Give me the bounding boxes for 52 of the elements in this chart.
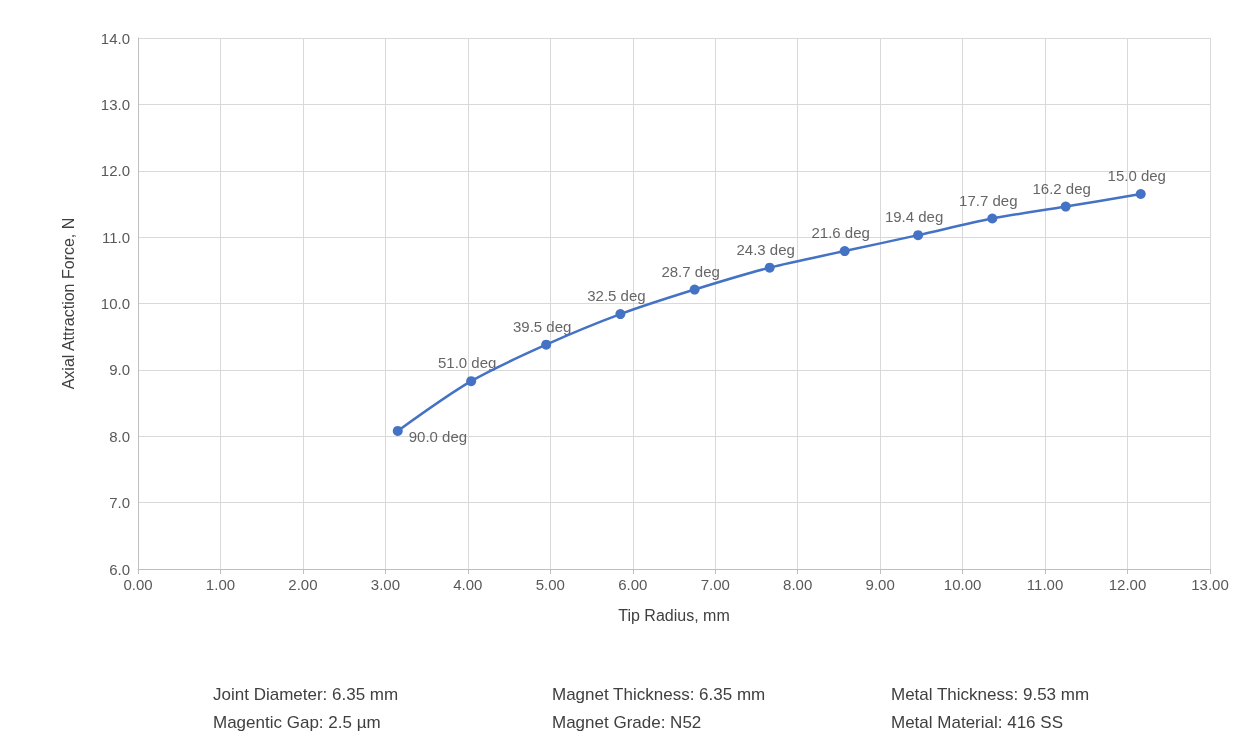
x-tick-label: 6.00 — [618, 576, 648, 593]
x-tick-label: 8.00 — [783, 576, 813, 593]
point — [839, 246, 850, 257]
annotation: 90.0 deg — [408, 428, 468, 446]
y-tick-label: 12.0 — [100, 162, 130, 180]
point — [764, 262, 775, 273]
annotation: 39.5 deg — [512, 317, 572, 335]
point — [689, 284, 700, 295]
x-tick-label: 13.00 — [1191, 576, 1229, 593]
text: Metal Thickness: 9.53 mm — [891, 685, 1090, 704]
text: Magnet Thickness: 6.35 mm — [552, 685, 766, 704]
point — [615, 309, 626, 320]
y-tick-label: 10.0 — [100, 295, 130, 312]
point — [541, 339, 552, 350]
x-tick-label: 1.00 — [205, 576, 236, 593]
text: Metal Material: 416 SS — [891, 713, 1063, 732]
annotation: 19.4 deg — [884, 208, 944, 226]
y-axis-title: Axial Attraction Force, N — [59, 217, 77, 390]
y-tick-label: 11.0 — [101, 228, 130, 246]
x-tick-label: 4.00 — [453, 576, 483, 593]
point — [1135, 188, 1146, 199]
annotation: 24.3 deg — [736, 240, 795, 258]
annotation: 21.6 deg — [811, 224, 870, 242]
point — [913, 230, 924, 241]
x-tick-label: 3.00 — [370, 576, 400, 593]
x-tick-label: 5.00 — [535, 576, 565, 593]
y-tick-label: 8.0 — [109, 427, 130, 445]
x-tick-label: 11.00 — [1026, 576, 1064, 593]
x-tick-label: 0.00 — [123, 576, 153, 593]
y-tick-label: 13.0 — [100, 95, 130, 113]
x-tick-label: 10.00 — [943, 576, 982, 593]
point — [392, 425, 403, 436]
x-tick-label: 12.00 — [1108, 576, 1147, 593]
x-tick-label: 2.00 — [288, 576, 318, 593]
annotation: 32.5 deg — [587, 287, 646, 305]
point — [466, 376, 477, 387]
text: Magentic Gap: 2.5 µm — [213, 713, 381, 732]
text: Magnet Grade: N52 — [552, 713, 702, 732]
x-tick-label: 9.00 — [865, 576, 895, 593]
annotation: 17.7 deg — [959, 191, 1018, 209]
annotation: 28.7 deg — [661, 262, 720, 280]
y-tick-label: 7.0 — [109, 494, 130, 512]
annotation: 16.2 deg — [1032, 179, 1091, 197]
y-tick-label: 9.0 — [109, 361, 130, 379]
point — [1060, 201, 1071, 212]
point — [987, 213, 998, 224]
y-tick-label: 6.0 — [109, 560, 130, 578]
annotation: 15.0 deg — [1107, 166, 1166, 184]
x-tick-label: 7.00 — [700, 576, 730, 593]
y-tick-label: 14.0 — [100, 29, 130, 47]
x-axis-title: Tip Radius, mm — [618, 606, 730, 624]
text: Joint Diameter: 6.35 mm — [213, 685, 399, 704]
